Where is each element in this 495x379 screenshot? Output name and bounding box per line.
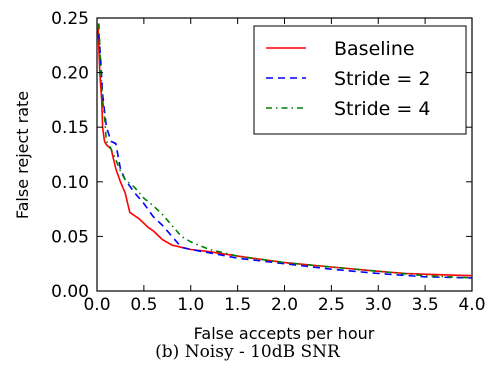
x-tick-label: 2.5 (318, 295, 345, 315)
legend-label-3: Stride = 4 (334, 98, 430, 120)
legend-frame (253, 25, 467, 135)
y-tick-label: 0.10 (51, 173, 89, 193)
x-tick-label: 3.0 (365, 295, 392, 315)
x-axis-label: False accepts per hour (194, 324, 375, 340)
x-tick-label: 3.5 (412, 295, 439, 315)
legend-label-2: Stride = 2 (334, 68, 430, 90)
y-tick-label: 0.25 (51, 9, 89, 29)
x-axis: 0.0 0.5 1.0 1.5 2.0 2.5 3.0 3.5 4.0 (83, 18, 486, 315)
y-tick-label: 0.20 (51, 64, 89, 84)
chart: 0.0 0.5 1.0 1.5 2.0 2.5 3.0 3.5 4.0 0.00 0.05 0.10… (13, 9, 486, 340)
y-tick-label: 0.15 (51, 118, 89, 138)
x-tick-label: 4.0 (458, 295, 485, 315)
figure-caption: (b) Noisy - 10dB SNR (155, 342, 340, 362)
series-line-3 (98, 23, 473, 279)
y-tick-label: 0.00 (51, 282, 89, 302)
x-tick-label: 1.5 (224, 295, 251, 315)
y-tick-label: 0.05 (51, 227, 89, 247)
x-tick-label: 2.0 (271, 295, 298, 315)
series-layer (97, 23, 473, 279)
legend: Baseline Stride = 2 Stride = 4 (253, 25, 467, 135)
x-tick-label: 0.0 (83, 295, 110, 315)
legend-items: Baseline Stride = 2 Stride = 4 (266, 38, 430, 120)
series-line-2 (98, 34, 473, 279)
x-tick-label: 0.5 (130, 295, 157, 315)
y-axis: 0.00 0.05 0.10 0.15 0.20 0.25 (51, 9, 472, 302)
legend-label-1: Baseline (334, 38, 415, 60)
y-axis-label: False reject rate (13, 91, 32, 219)
x-tick-label: 1.0 (177, 295, 204, 315)
